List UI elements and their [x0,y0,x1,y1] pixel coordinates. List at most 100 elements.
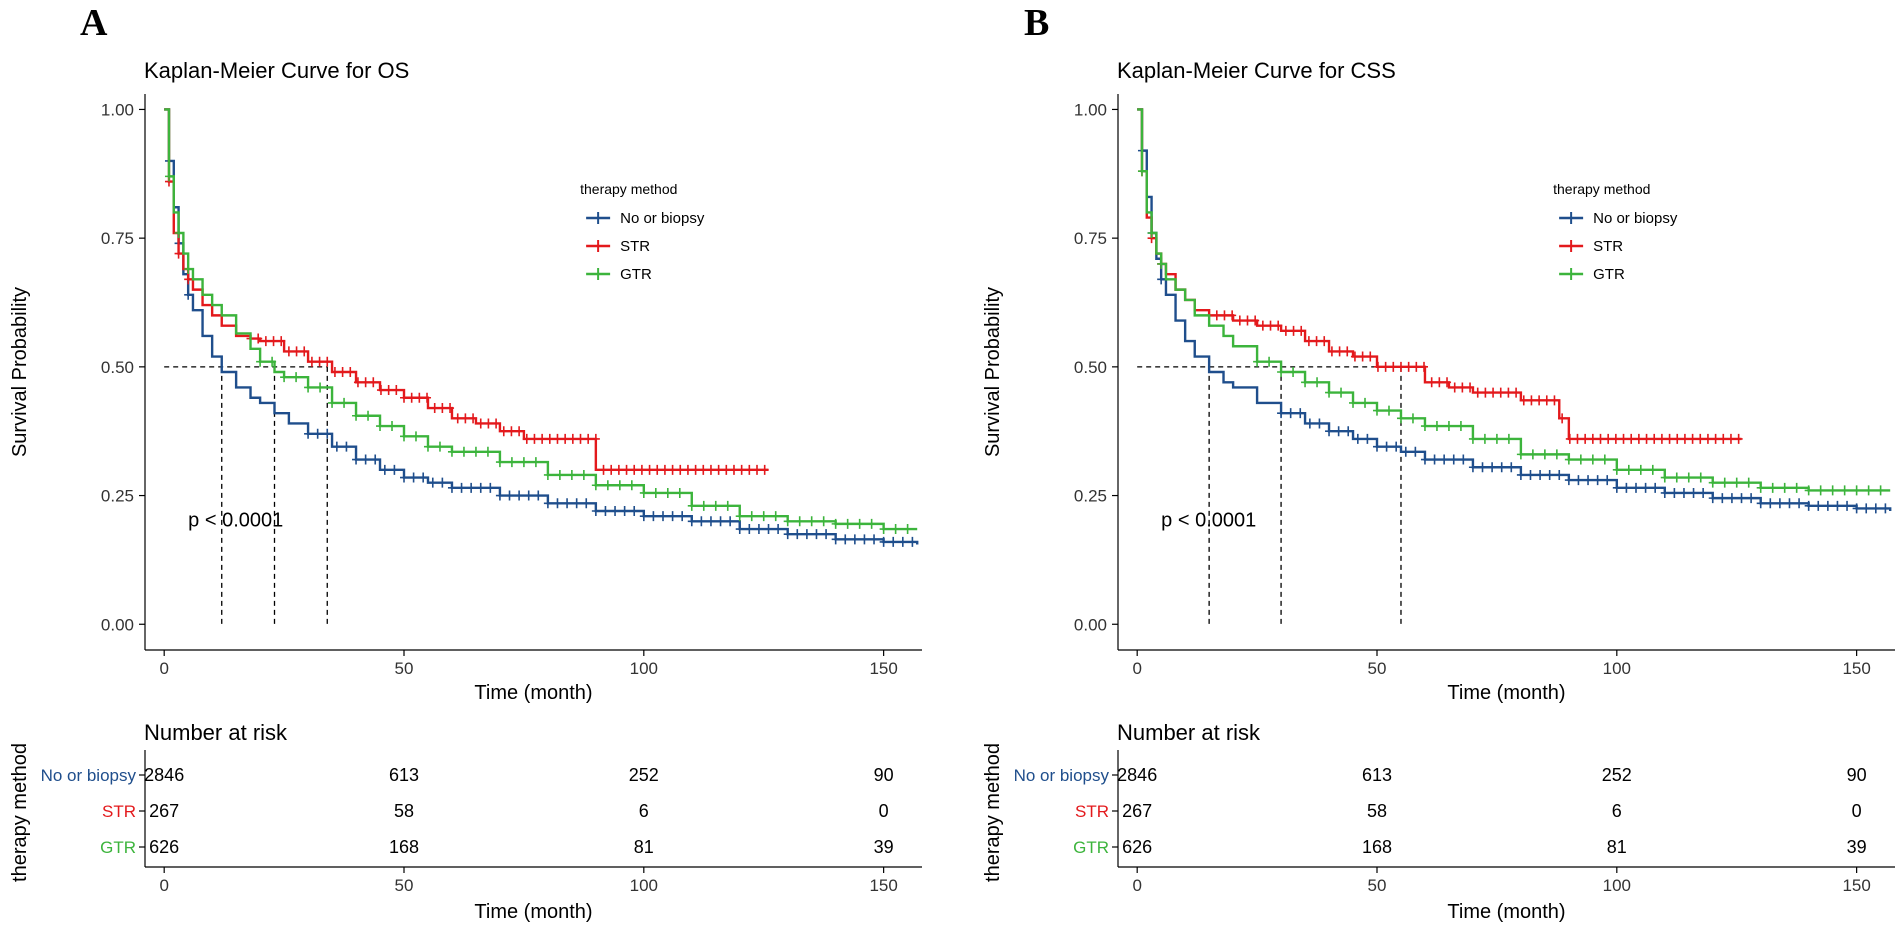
risk-row-label: STR [1075,802,1109,821]
censor-mark [1679,487,1688,498]
panel-B: B Kaplan-Meier Curve for CSS 0.00 0.25 0.50 0… [982,2,1895,923]
censor-mark [1795,498,1804,509]
censor-mark [1593,475,1602,486]
censor-mark [453,413,462,424]
censor-mark [1373,361,1382,372]
censor-mark [323,428,332,439]
censor-mark [380,464,389,475]
censor-mark [754,524,763,535]
censor-mark [534,490,543,501]
censor-mark [1604,433,1613,444]
risk-row-label: GTR [100,838,136,857]
y-axis-label: Survival Probability [982,287,1004,457]
censor-mark [392,385,401,396]
censor-mark [1496,387,1505,398]
censor-mark [735,524,744,535]
censor-mark [1881,503,1890,514]
censor-mark [338,367,347,377]
censor-mark [1565,433,1574,444]
censor-mark [706,464,715,475]
censor-mark [582,498,591,509]
risk-x-tick-label: 150 [869,876,897,895]
censor-mark [446,403,455,414]
risk-y-axis-label: therapy method [982,743,1004,882]
censor-mark [1564,454,1573,465]
risk-row-label: STR [102,802,136,821]
censor-mark [277,336,286,347]
censor-mark [419,472,428,483]
censor-mark [1804,500,1813,511]
y-tick-label: 0.50 [101,358,134,377]
censor-mark [1680,433,1689,444]
censor-mark [469,413,478,424]
censor-mark [630,464,639,475]
censor-mark [1785,498,1794,509]
censor-mark [1389,361,1398,372]
censor-mark [352,454,361,465]
censor-mark [1450,382,1459,393]
x-tick-label: 100 [1603,659,1631,678]
censor-mark [1708,477,1717,488]
censor-mark [538,433,547,444]
censor-mark [699,500,708,511]
censor-mark [1528,449,1537,460]
censor-mark [505,490,514,501]
censor-mark [676,464,685,475]
censor-mark [1672,472,1681,483]
censor-mark [850,534,859,545]
censor-mark [1756,482,1765,493]
censor-mark [1696,472,1705,483]
censor-mark [1235,315,1244,326]
censor-mark [802,529,811,540]
censor-mark [1265,356,1274,367]
censor-mark [1535,395,1544,406]
censor-mark [1718,493,1727,504]
censor-mark [1596,433,1605,444]
censor-mark [184,289,193,300]
risk-value: 0 [1852,801,1862,821]
censor-mark [1489,387,1498,398]
censor-mark [591,480,600,491]
censor-mark [352,410,361,421]
censor-mark [1747,493,1756,504]
censor-mark [261,336,270,347]
censor-mark [376,421,385,432]
censor-mark [300,346,309,357]
censor-mark [492,418,501,429]
censor-mark [1435,377,1444,388]
censor-mark [1420,361,1428,372]
censor-mark [428,477,437,488]
censor-mark [1430,454,1439,465]
censor-mark [1673,433,1682,444]
censor-mark [1468,462,1477,473]
censor-mark [1726,433,1735,444]
censor-mark [879,524,888,535]
censor-mark [747,511,756,522]
censor-mark [376,385,385,396]
censor-mark [1573,433,1582,444]
censor-mark [332,441,341,452]
censor-mark [1480,433,1489,444]
censor-mark [328,397,337,408]
censor-mark [353,377,362,388]
censor-mark [611,506,620,516]
censor-mark [1504,433,1513,444]
censor-mark [1642,433,1651,444]
censor-mark [545,433,554,444]
censor-mark [1363,433,1372,444]
censor-mark [1274,320,1283,331]
panel-A: A Kaplan-Meier Curve for OS 0.00 0.25 0.50 0.… [9,2,922,923]
censor-mark [304,428,313,439]
censor-mark [415,392,424,403]
censor-mark [1737,493,1746,504]
censor-mark [1147,228,1156,238]
censor-mark [555,469,564,480]
censor-mark [1337,387,1346,398]
censor-mark [499,426,508,437]
censor-mark [390,464,399,475]
censor-mark [1349,397,1358,408]
censor-mark [783,516,792,527]
censor-mark [256,356,265,367]
censor-mark [891,524,900,535]
censor-mark [1828,485,1837,496]
